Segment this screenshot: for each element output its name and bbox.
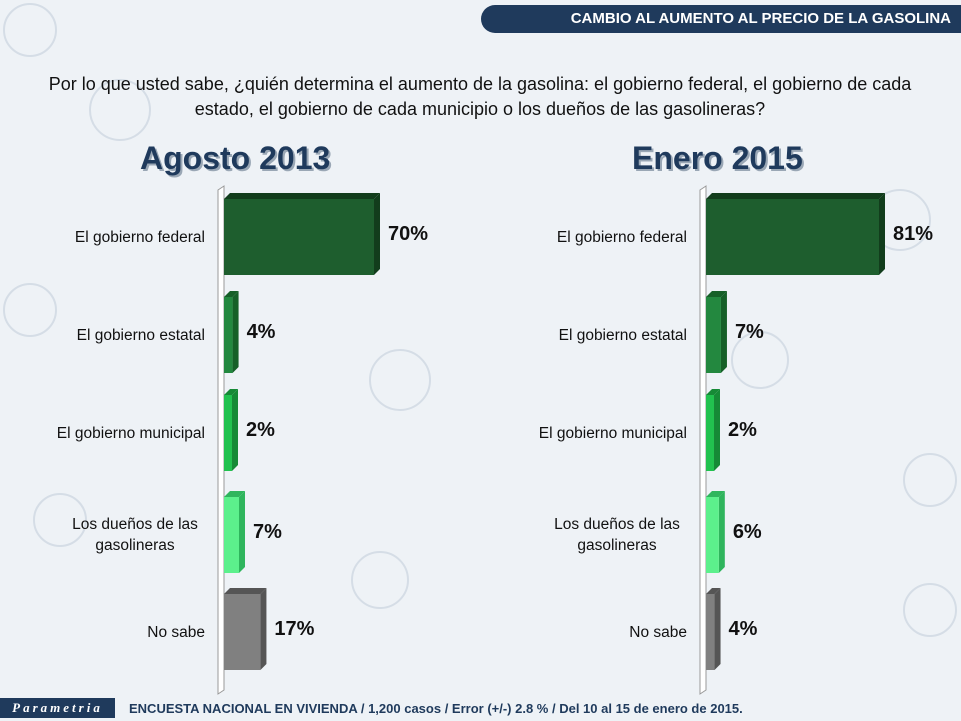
bar-side: [720, 291, 727, 373]
bar: [224, 297, 233, 373]
bar-top: [224, 491, 245, 497]
category-label-text: Los dueños de las gasolineras: [554, 516, 680, 554]
category-label-text: El gobierno federal: [556, 228, 687, 246]
bar: [706, 395, 714, 471]
bar-top: [224, 291, 239, 297]
category-label-text: No sabe: [147, 623, 205, 641]
page-title: CAMBIO AL AUMENTO AL PRECIO DE LA GASOLI…: [570, 10, 951, 27]
data-label: 7%: [253, 521, 282, 543]
chart-axis: [217, 185, 225, 695]
bar-top: [706, 193, 885, 199]
chart-axis: [699, 185, 707, 695]
data-label: 6%: [732, 521, 762, 543]
bar-top: [706, 389, 720, 395]
bar: [706, 497, 719, 573]
bar-side: [718, 491, 725, 573]
survey-question: Por lo que usted sabe, ¿quién determina …: [48, 74, 912, 119]
bar-top: [706, 588, 721, 594]
bar-side: [714, 389, 720, 471]
bar-top: [224, 389, 238, 395]
data-label: 70%: [388, 223, 429, 245]
bar: [706, 594, 715, 670]
bar: [706, 297, 721, 373]
bar-top: [706, 291, 727, 297]
bar: [706, 199, 879, 275]
footer-note: ENCUESTA NACIONAL EN VIVIENDA / 1,200 ca…: [129, 701, 743, 716]
category-label: Los dueños de las gasolineras: [15, 511, 205, 559]
parametria-logo: Parametria: [0, 698, 115, 718]
data-label: 81%: [893, 223, 934, 245]
category-label: Los dueños de las gasolineras: [497, 511, 687, 559]
bar: [224, 594, 261, 670]
bar-side: [239, 491, 245, 573]
bar-side: [714, 588, 721, 670]
category-label-text: El gobierno municipal: [538, 424, 687, 442]
data-label: 2%: [246, 419, 275, 441]
bar-side: [374, 193, 380, 275]
category-label: El gobierno estatal: [497, 311, 687, 359]
data-label: 4%: [246, 321, 276, 343]
bar-top: [706, 491, 725, 497]
category-label: El gobierno federal: [497, 213, 687, 261]
data-label: 7%: [734, 321, 764, 343]
category-label: El gobierno estatal: [15, 311, 205, 359]
header-bar: CAMBIO AL AUMENTO AL PRECIO DE LA GASOLI…: [481, 5, 961, 33]
category-label: No sabe: [15, 608, 205, 656]
bar: [224, 199, 374, 275]
category-label-text: Los dueños de las gasolineras: [72, 516, 198, 554]
bar-top: [224, 193, 380, 199]
bar-side: [260, 588, 267, 670]
bar-side: [232, 389, 238, 471]
bar-top: [224, 588, 267, 594]
chart-title-left: Agosto 2013: [140, 140, 331, 176]
category-label: El gobierno municipal: [497, 409, 687, 457]
category-label-text: El gobierno federal: [74, 228, 205, 246]
bar: [224, 395, 232, 471]
category-label-text: El gobierno estatal: [558, 326, 687, 344]
bar-side: [879, 193, 885, 275]
data-label: 4%: [728, 618, 758, 640]
bar: [224, 497, 239, 573]
data-label: 2%: [728, 419, 757, 441]
data-label: 17%: [274, 618, 315, 640]
category-label-text: El gobierno estatal: [76, 326, 205, 344]
category-label: El gobierno municipal: [15, 409, 205, 457]
bar-side: [232, 291, 239, 373]
category-label: No sabe: [497, 608, 687, 656]
chart-title-right: Enero 2015: [632, 140, 803, 176]
category-label-text: El gobierno municipal: [56, 424, 205, 442]
category-label-text: No sabe: [629, 623, 687, 641]
category-label: El gobierno federal: [15, 213, 205, 261]
